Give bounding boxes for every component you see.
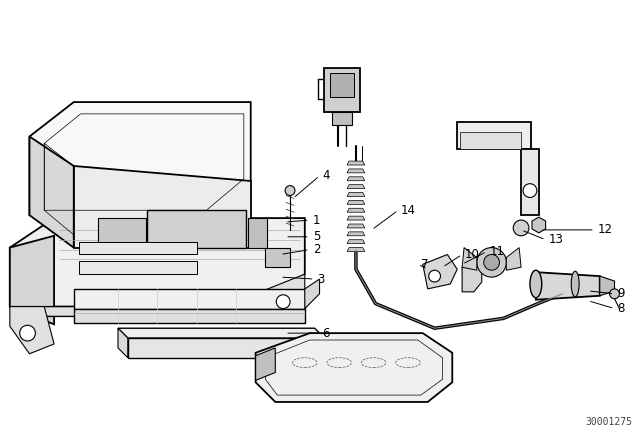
Polygon shape — [266, 248, 290, 267]
Polygon shape — [128, 338, 324, 358]
Circle shape — [285, 185, 295, 195]
Text: 7: 7 — [421, 258, 428, 271]
Ellipse shape — [572, 271, 579, 297]
Polygon shape — [10, 236, 54, 324]
Circle shape — [523, 184, 537, 198]
Circle shape — [484, 254, 499, 270]
Polygon shape — [347, 232, 365, 236]
Polygon shape — [255, 333, 452, 402]
Polygon shape — [10, 306, 54, 354]
Text: 10: 10 — [465, 248, 480, 261]
Text: 14: 14 — [401, 204, 416, 217]
Polygon shape — [506, 248, 521, 270]
Polygon shape — [347, 224, 365, 228]
Polygon shape — [462, 267, 482, 292]
Text: 5: 5 — [313, 230, 320, 243]
Polygon shape — [99, 218, 145, 245]
Text: 4: 4 — [323, 169, 330, 182]
Polygon shape — [255, 348, 275, 380]
Text: 2: 2 — [313, 243, 320, 256]
Text: 11: 11 — [490, 245, 504, 258]
Polygon shape — [600, 276, 614, 296]
Polygon shape — [118, 328, 128, 358]
Polygon shape — [147, 210, 246, 248]
Circle shape — [513, 220, 529, 236]
Polygon shape — [521, 149, 539, 215]
Text: 3: 3 — [317, 272, 325, 285]
Circle shape — [429, 270, 440, 282]
Polygon shape — [347, 169, 365, 173]
Polygon shape — [248, 218, 268, 248]
Text: 30001275: 30001275 — [585, 417, 632, 426]
Polygon shape — [330, 73, 354, 97]
Polygon shape — [347, 193, 365, 197]
Polygon shape — [347, 208, 365, 212]
Polygon shape — [423, 254, 457, 289]
Polygon shape — [460, 132, 521, 149]
Polygon shape — [118, 328, 324, 338]
Polygon shape — [347, 177, 365, 181]
Text: 6: 6 — [323, 327, 330, 340]
Polygon shape — [462, 248, 477, 270]
Polygon shape — [74, 289, 305, 309]
Text: 8: 8 — [618, 302, 625, 315]
Polygon shape — [457, 122, 531, 149]
Polygon shape — [10, 306, 270, 316]
Polygon shape — [29, 102, 251, 215]
Polygon shape — [305, 279, 319, 309]
Text: 13: 13 — [548, 233, 563, 246]
Polygon shape — [332, 112, 352, 125]
Polygon shape — [532, 217, 546, 233]
Polygon shape — [79, 242, 196, 254]
Polygon shape — [347, 185, 365, 189]
Circle shape — [20, 325, 35, 341]
Polygon shape — [29, 137, 74, 248]
Polygon shape — [74, 166, 251, 248]
Text: 1: 1 — [313, 214, 320, 227]
Text: 9: 9 — [618, 287, 625, 300]
Polygon shape — [347, 240, 365, 244]
Polygon shape — [347, 216, 365, 220]
Text: 12: 12 — [598, 224, 612, 237]
Ellipse shape — [530, 270, 541, 298]
Polygon shape — [255, 274, 305, 314]
Polygon shape — [536, 272, 600, 300]
Polygon shape — [347, 200, 365, 204]
Polygon shape — [79, 261, 196, 274]
Polygon shape — [324, 68, 360, 112]
Polygon shape — [347, 161, 365, 165]
Circle shape — [477, 248, 506, 277]
Polygon shape — [74, 309, 305, 323]
Polygon shape — [10, 218, 305, 306]
Polygon shape — [347, 248, 365, 251]
Circle shape — [609, 289, 620, 299]
Circle shape — [276, 295, 290, 309]
